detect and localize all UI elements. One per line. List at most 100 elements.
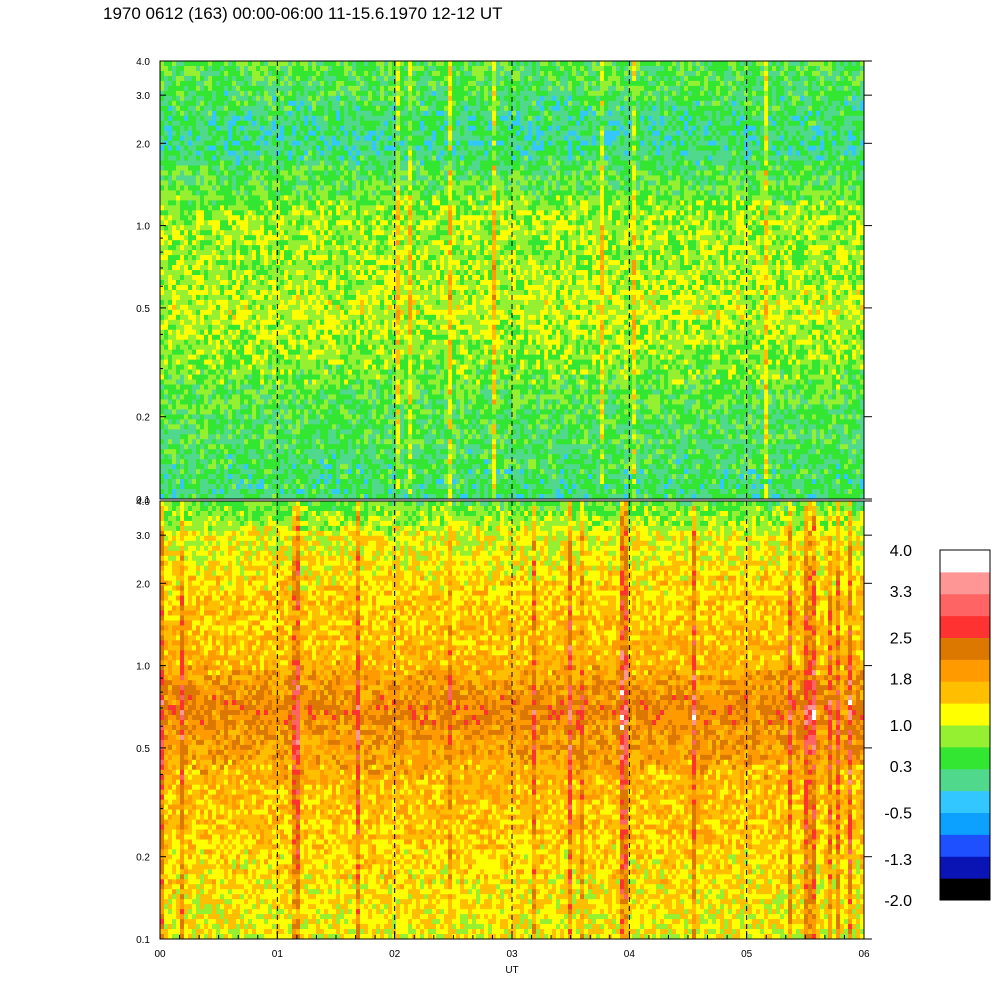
spectrogram-cell — [608, 125, 613, 132]
spectrogram-cell — [556, 80, 561, 87]
spectrogram-cell — [260, 110, 265, 117]
spectrogram-cell — [708, 175, 713, 182]
spectrogram-cell — [452, 61, 457, 67]
spectrogram-cell — [412, 130, 417, 137]
spectrogram-cell — [160, 170, 165, 177]
spectrogram-cell — [732, 85, 737, 92]
spectrogram-cell — [484, 190, 489, 196]
spectrogram-cell — [160, 155, 165, 162]
spectrogram-cell — [192, 145, 197, 152]
spectrogram-cell — [416, 120, 421, 127]
spectrogram-cell — [620, 80, 625, 87]
spectrogram-cell — [196, 110, 201, 117]
spectrogram-cell — [708, 130, 713, 137]
spectrogram-cell — [656, 190, 661, 196]
spectrogram-cell — [636, 70, 641, 77]
spectrogram-cell — [348, 180, 353, 187]
spectrogram-cell — [324, 195, 329, 201]
spectrogram-cell — [692, 100, 697, 107]
spectrogram-cell — [380, 190, 385, 196]
spectrogram-cell — [552, 95, 557, 102]
spectrogram-cell — [204, 85, 209, 92]
spectrogram-cell — [396, 135, 401, 142]
spectrogram-cell — [432, 185, 437, 192]
spectrogram-cell — [476, 105, 481, 112]
spectrogram-cell — [720, 110, 725, 117]
spectrogram-cell — [528, 175, 533, 182]
spectrogram-cell — [372, 125, 377, 132]
spectrogram-cell — [608, 180, 613, 187]
spectrogram-cell — [528, 100, 533, 107]
spectrogram-cell — [536, 100, 541, 107]
spectrogram-cell — [528, 160, 533, 167]
spectrogram-cell — [292, 150, 297, 157]
spectrogram-cell — [232, 185, 237, 192]
spectrogram-cell — [216, 130, 221, 137]
spectrogram-cell — [476, 190, 481, 196]
spectrogram-cell — [332, 160, 337, 167]
spectrogram-cell — [276, 155, 281, 162]
spectrogram-cell — [384, 150, 389, 157]
spectrogram-cell — [564, 190, 569, 196]
spectrogram-cell — [452, 130, 457, 137]
spectrogram-cell — [484, 195, 489, 201]
spectrogram-cell — [204, 155, 209, 162]
spectrogram-cell — [808, 160, 813, 167]
spectrogram-cell — [400, 190, 405, 196]
spectrogram-cell — [448, 165, 453, 172]
spectrogram-cell — [228, 175, 233, 182]
spectrogram-cell — [200, 195, 205, 201]
spectrogram-cell — [700, 195, 705, 201]
spectrogram-cell — [264, 195, 269, 201]
spectrogram-cell — [204, 175, 209, 182]
spectrogram-cell — [596, 195, 601, 201]
spectrogram-cell — [696, 85, 701, 92]
spectrogram-cell — [220, 95, 225, 102]
spectrogram-cell — [248, 195, 253, 201]
spectrogram-cell — [748, 170, 753, 177]
spectrogram-cell — [852, 130, 857, 137]
spectrogram-cell — [456, 65, 461, 72]
spectrogram-cell — [216, 185, 221, 192]
spectrogram-cell — [568, 140, 573, 147]
spectrogram-cell — [444, 90, 449, 97]
spectrogram-cell — [324, 145, 329, 152]
spectrogram-cell — [564, 130, 569, 137]
spectrogram-cell — [540, 160, 545, 167]
spectrogram-cell — [236, 150, 241, 157]
spectrogram-cell — [628, 140, 633, 147]
spectrogram-cell — [580, 150, 585, 157]
spectrogram-cell — [280, 140, 285, 147]
spectrogram-cell — [492, 165, 497, 172]
spectrogram-cell — [372, 110, 377, 117]
spectrogram-cell — [664, 185, 669, 192]
spectrogram-cell — [496, 185, 501, 192]
spectrogram-cell — [480, 135, 485, 142]
spectrogram-cell — [640, 175, 645, 182]
spectrogram-cell — [616, 65, 621, 72]
spectrogram-cell — [440, 135, 445, 142]
spectrogram-cell — [756, 125, 761, 132]
spectrogram-cell — [572, 150, 577, 157]
spectrogram-cell — [360, 170, 365, 177]
spectrogram-cell — [648, 95, 653, 102]
spectrogram-cell — [424, 150, 429, 157]
spectrogram-cell — [604, 125, 609, 132]
spectrogram-cell — [628, 95, 633, 102]
spectrogram-cell — [168, 180, 173, 187]
spectrogram-cell — [840, 195, 845, 201]
spectrogram-cell — [684, 190, 689, 196]
spectrogram-cell — [256, 140, 261, 147]
spectrogram-cell — [292, 160, 297, 167]
spectrogram-cell — [248, 85, 253, 92]
spectrogram-cell — [336, 160, 341, 167]
spectrogram-cell — [608, 105, 613, 112]
spectrogram-cell — [664, 160, 669, 167]
spectrogram-cell — [532, 115, 537, 122]
spectrogram-cell — [408, 180, 413, 187]
spectrogram-cell — [484, 70, 489, 77]
spectrogram-cell — [324, 100, 329, 107]
spectrogram-cell — [688, 190, 693, 196]
spectrogram-cell — [220, 190, 225, 196]
spectrogram-cell — [764, 185, 769, 192]
